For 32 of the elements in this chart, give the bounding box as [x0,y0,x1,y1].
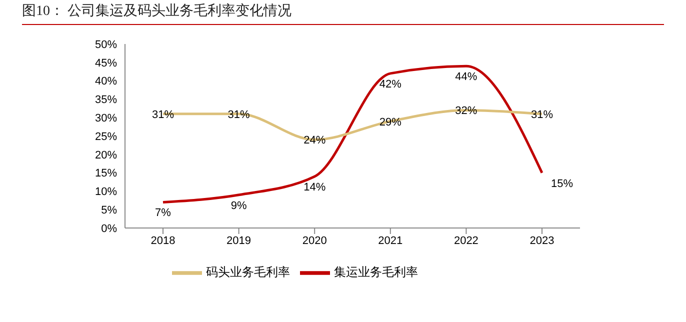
data-label: 14% [304,181,326,194]
data-label: 7% [155,207,172,220]
y-tick-label: 45% [94,57,118,70]
x-tick-label: 2018 [150,234,176,247]
x-tick-label: 2022 [454,234,478,247]
legend-label: 集运业务毛利率 [334,265,418,280]
x-tick-label: 2021 [378,234,403,247]
data-label: 31% [152,108,174,121]
y-tick-label: 25% [94,130,118,143]
x-tick-label: 2019 [226,234,252,247]
y-tick-label: 50% [94,38,118,51]
y-tick-label: 5% [101,204,118,217]
y-tick-label: 20% [94,149,118,162]
y-tick-label: 40% [94,76,118,88]
chart-title: 图10： 公司集运及码头业务毛利率变化情况 [22,2,292,20]
data-label: 32% [455,105,478,118]
data-label: 31% [228,108,250,121]
data-label: 9% [230,200,247,212]
y-tick-label: 35% [94,94,118,106]
data-label: 44% [455,71,478,84]
y-tick-label: 30% [94,112,118,125]
y-tick-label: 0% [101,222,118,235]
data-label: 24% [304,134,326,147]
data-label: 15% [550,178,574,190]
x-tick-label: 2023 [530,234,554,247]
legend-label: 码头业务毛利率 [206,265,290,280]
data-label: 42% [379,78,402,90]
y-tick-label: 15% [94,168,118,180]
data-label: 29% [379,116,402,128]
y-tick-label: 10% [94,186,118,198]
x-tick-label: 2020 [302,234,327,247]
data-label: 31% [530,108,554,121]
